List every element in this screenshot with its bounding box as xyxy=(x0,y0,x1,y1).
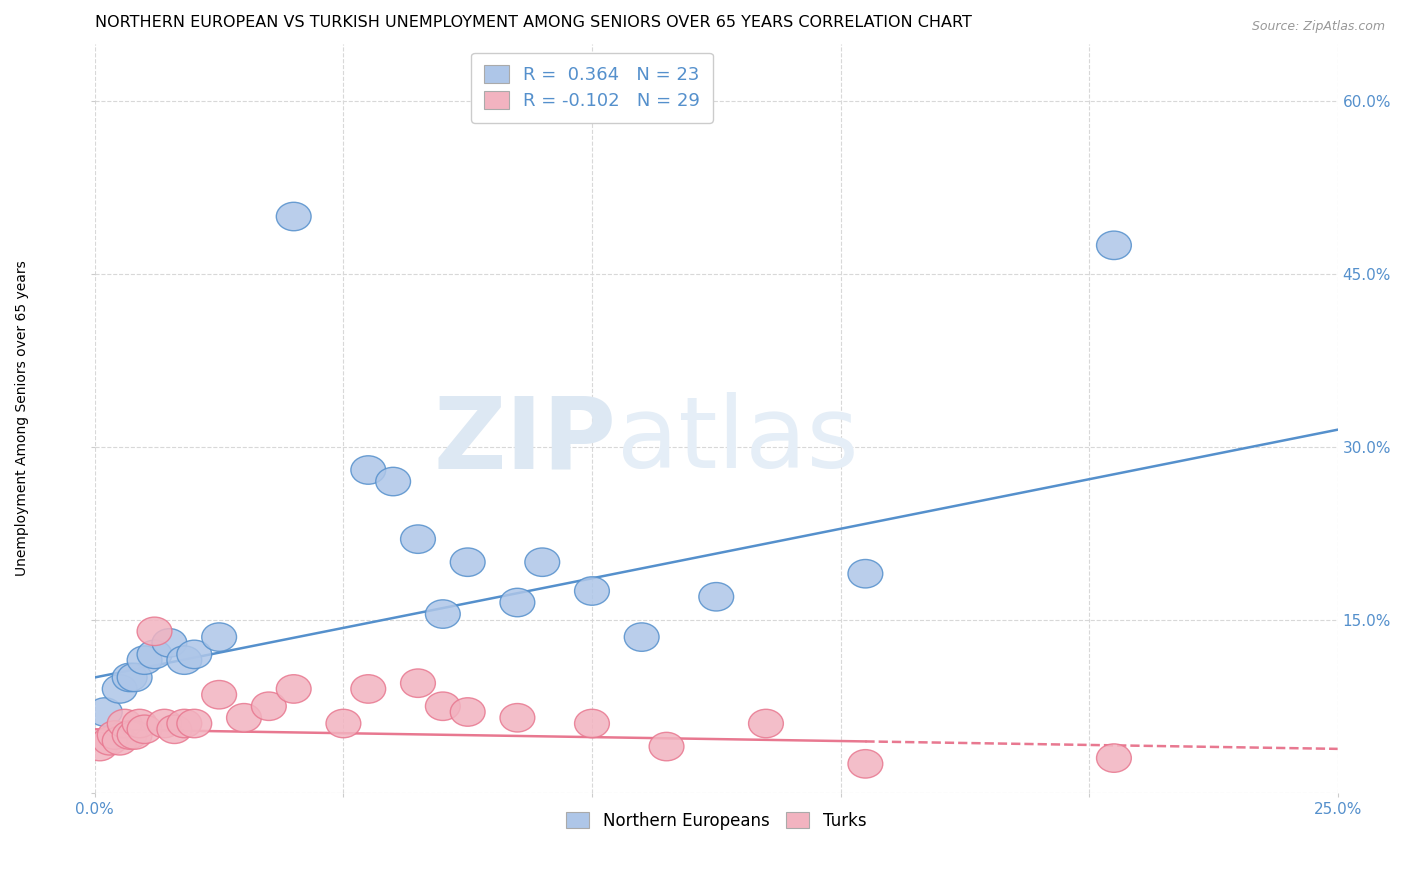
Ellipse shape xyxy=(226,704,262,732)
Legend: Northern Europeans, Turks: Northern Europeans, Turks xyxy=(560,805,873,837)
Ellipse shape xyxy=(122,709,157,738)
Ellipse shape xyxy=(167,646,201,674)
Ellipse shape xyxy=(426,692,460,721)
Ellipse shape xyxy=(1097,744,1132,772)
Ellipse shape xyxy=(277,202,311,231)
Ellipse shape xyxy=(252,692,287,721)
Ellipse shape xyxy=(624,623,659,651)
Ellipse shape xyxy=(112,663,148,691)
Ellipse shape xyxy=(748,709,783,738)
Ellipse shape xyxy=(117,663,152,691)
Ellipse shape xyxy=(127,715,162,744)
Text: atlas: atlas xyxy=(617,392,859,489)
Ellipse shape xyxy=(97,721,132,749)
Ellipse shape xyxy=(117,721,152,749)
Ellipse shape xyxy=(93,727,127,755)
Ellipse shape xyxy=(848,559,883,588)
Ellipse shape xyxy=(575,709,609,738)
Ellipse shape xyxy=(138,617,172,646)
Ellipse shape xyxy=(352,456,385,484)
Ellipse shape xyxy=(1097,231,1132,260)
Ellipse shape xyxy=(575,577,609,606)
Ellipse shape xyxy=(83,732,117,761)
Text: Source: ZipAtlas.com: Source: ZipAtlas.com xyxy=(1251,20,1385,33)
Ellipse shape xyxy=(501,589,534,616)
Ellipse shape xyxy=(127,646,162,674)
Ellipse shape xyxy=(87,698,122,726)
Ellipse shape xyxy=(152,629,187,657)
Text: ZIP: ZIP xyxy=(434,392,617,489)
Ellipse shape xyxy=(177,709,212,738)
Ellipse shape xyxy=(177,640,212,669)
Ellipse shape xyxy=(103,674,138,703)
Ellipse shape xyxy=(277,674,311,703)
Text: NORTHERN EUROPEAN VS TURKISH UNEMPLOYMENT AMONG SENIORS OVER 65 YEARS CORRELATIO: NORTHERN EUROPEAN VS TURKISH UNEMPLOYMEN… xyxy=(94,15,972,30)
Y-axis label: Unemployment Among Seniors over 65 years: Unemployment Among Seniors over 65 years xyxy=(15,260,30,576)
Ellipse shape xyxy=(167,709,201,738)
Ellipse shape xyxy=(157,715,191,744)
Ellipse shape xyxy=(375,467,411,496)
Ellipse shape xyxy=(352,674,385,703)
Ellipse shape xyxy=(524,548,560,576)
Ellipse shape xyxy=(848,749,883,778)
Ellipse shape xyxy=(450,548,485,576)
Ellipse shape xyxy=(201,681,236,709)
Ellipse shape xyxy=(107,709,142,738)
Ellipse shape xyxy=(650,732,683,761)
Ellipse shape xyxy=(699,582,734,611)
Ellipse shape xyxy=(148,709,181,738)
Ellipse shape xyxy=(201,623,236,651)
Ellipse shape xyxy=(103,727,138,755)
Ellipse shape xyxy=(401,669,436,698)
Ellipse shape xyxy=(326,709,361,738)
Ellipse shape xyxy=(138,640,172,669)
Ellipse shape xyxy=(426,599,460,628)
Ellipse shape xyxy=(501,704,534,732)
Ellipse shape xyxy=(112,721,148,749)
Ellipse shape xyxy=(401,524,436,553)
Ellipse shape xyxy=(450,698,485,726)
